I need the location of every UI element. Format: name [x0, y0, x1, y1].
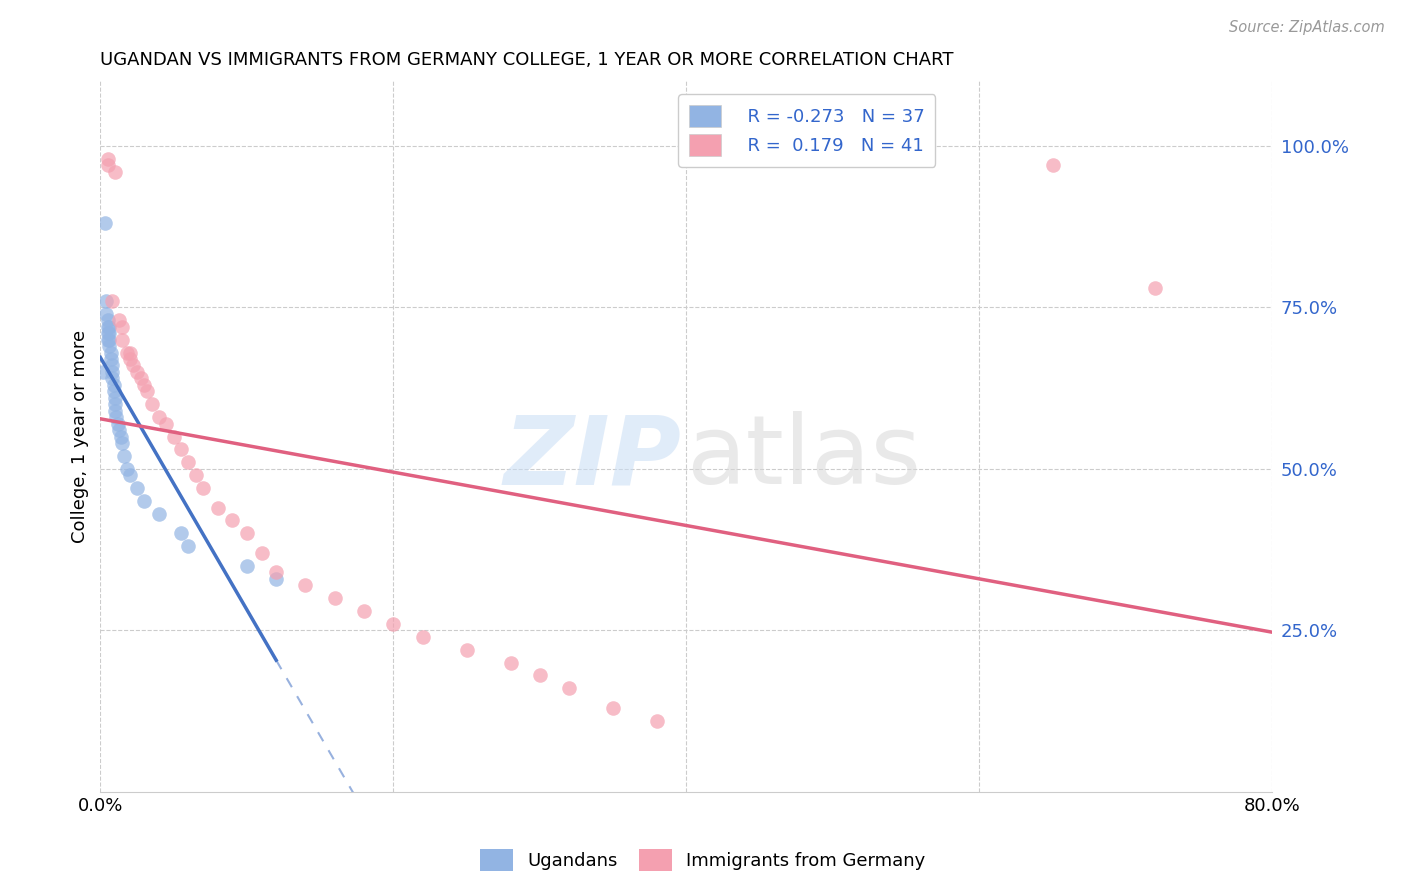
Point: [353, 604, 375, 618]
Point: [96, 293, 118, 308]
Point: [148, 410, 170, 425]
Point: [131, 371, 153, 385]
Point: [134, 494, 156, 508]
Point: [97, 152, 120, 166]
Point: [97, 158, 120, 172]
Point: [125, 365, 148, 379]
Point: [412, 630, 434, 644]
Point: [236, 558, 259, 573]
Point: [125, 481, 148, 495]
Point: [136, 384, 159, 399]
Point: [97, 319, 120, 334]
Point: [177, 455, 200, 469]
Point: [162, 429, 184, 443]
Text: Source: ZipAtlas.com: Source: ZipAtlas.com: [1229, 20, 1385, 35]
Point: [98, 339, 121, 353]
Point: [101, 371, 124, 385]
Point: [207, 500, 229, 515]
Point: [93, 216, 115, 230]
Point: [104, 397, 127, 411]
Point: [98, 333, 121, 347]
Point: [250, 546, 273, 560]
Point: [294, 578, 316, 592]
Point: [107, 417, 129, 431]
Point: [382, 616, 405, 631]
Point: [101, 359, 124, 373]
Point: [155, 417, 177, 431]
Point: [110, 429, 132, 443]
Text: atlas: atlas: [686, 411, 921, 504]
Point: [104, 165, 127, 179]
Point: [108, 423, 131, 437]
Y-axis label: College, 1 year or more: College, 1 year or more: [72, 330, 89, 543]
Point: [236, 526, 259, 541]
Point: [118, 468, 141, 483]
Point: [221, 513, 243, 527]
Point: [134, 377, 156, 392]
Point: [323, 591, 346, 605]
Point: [111, 436, 134, 450]
Point: [96, 307, 118, 321]
Point: [1144, 281, 1167, 295]
Point: [170, 526, 193, 541]
Point: [98, 326, 121, 341]
Point: [121, 359, 143, 373]
Point: [100, 345, 122, 359]
Point: [108, 313, 131, 327]
Legend:   R = -0.273   N = 37,   R =  0.179   N = 41: R = -0.273 N = 37, R = 0.179 N = 41: [678, 94, 935, 167]
Point: [645, 714, 668, 728]
Point: [105, 410, 128, 425]
Point: [112, 449, 135, 463]
Point: [170, 442, 193, 457]
Point: [111, 319, 134, 334]
Point: [104, 391, 127, 405]
Legend: Ugandans, Immigrants from Germany: Ugandans, Immigrants from Germany: [474, 842, 932, 879]
Point: [191, 481, 214, 495]
Point: [558, 681, 581, 696]
Point: [264, 572, 287, 586]
Point: [456, 642, 478, 657]
Point: [115, 462, 138, 476]
Point: [100, 351, 122, 366]
Point: [97, 313, 120, 327]
Text: UGANDAN VS IMMIGRANTS FROM GERMANY COLLEGE, 1 YEAR OR MORE CORRELATION CHART: UGANDAN VS IMMIGRANTS FROM GERMANY COLLE…: [100, 51, 953, 69]
Point: [264, 565, 287, 579]
Point: [97, 333, 120, 347]
Point: [103, 377, 125, 392]
Point: [184, 468, 207, 483]
Point: [104, 403, 127, 417]
Point: [602, 700, 624, 714]
Text: ZIP: ZIP: [503, 411, 682, 504]
Point: [1042, 158, 1064, 172]
Point: [101, 365, 124, 379]
Point: [101, 293, 124, 308]
Point: [111, 333, 134, 347]
Point: [529, 668, 551, 682]
Point: [148, 507, 170, 521]
Point: [103, 384, 125, 399]
Point: [91, 365, 114, 379]
Point: [115, 345, 138, 359]
Point: [97, 326, 120, 341]
Point: [118, 351, 141, 366]
Point: [177, 539, 200, 553]
Point: [499, 656, 522, 670]
Point: [98, 319, 121, 334]
Point: [118, 345, 141, 359]
Point: [141, 397, 163, 411]
